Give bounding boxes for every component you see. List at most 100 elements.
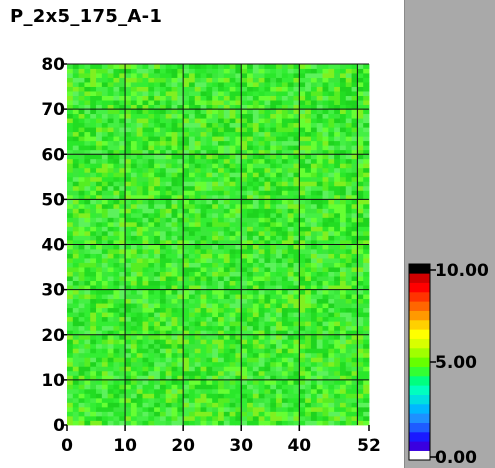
heatmap-cell [241,330,248,336]
heatmap-cell [212,176,219,182]
heatmap-cell [125,185,132,191]
heatmap-cell [171,73,178,78]
heatmap-cell [223,397,231,403]
heatmap-cell [293,73,300,78]
heatmap-cell [287,258,294,263]
heatmap-cell [154,325,161,331]
heatmap-cell [148,131,155,137]
heatmap-cell [218,100,225,106]
heatmap-cell [159,176,167,182]
heatmap-cell [136,230,143,236]
heatmap-cell [142,321,149,327]
heatmap-cell [264,406,271,412]
heatmap-cell [270,253,277,259]
heatmap-cell [78,312,85,318]
heatmap-cell [206,122,213,128]
heatmap-cell [67,343,74,349]
heatmap-cell [357,244,364,250]
heatmap-cell [363,185,370,191]
heatmap-cell [206,253,213,259]
heatmap-cell [241,343,248,349]
heatmap-cell [270,312,277,318]
heatmap-cell [293,253,300,259]
heatmap-cell [322,366,329,372]
heatmap-cell [345,181,352,187]
heatmap-cell [200,154,207,160]
heatmap-cell [113,244,120,250]
heatmap-cell [334,190,341,196]
heatmap-cell [67,325,74,331]
heatmap-cell [334,230,341,236]
heatmap-cell [154,379,161,385]
heatmap-cell [171,190,178,196]
heatmap-cell [107,375,114,381]
heatmap-cell [281,357,289,363]
heatmap-cell [241,406,248,412]
heatmap-cell [328,113,335,119]
heatmap-cell [334,388,341,394]
heatmap-cell [357,415,364,421]
y-tick-label: 10 [41,371,65,391]
heatmap-cell [96,307,103,313]
heatmap-cell [229,95,236,101]
heatmap-cell [287,276,294,281]
heatmap-cell [107,339,114,345]
heatmap-cell [177,244,184,250]
heatmap-cell [316,384,323,390]
heatmap-cell [171,258,178,263]
heatmap-cell [90,199,97,205]
heatmap-cell [310,127,318,133]
heatmap-cell [188,267,196,272]
heatmap-cell [281,316,289,322]
heatmap-cell [235,370,242,376]
heatmap-cell [90,249,97,254]
heatmap-cell [119,212,126,218]
heatmap-cell [223,109,231,115]
heatmap-cell [113,226,120,232]
heatmap-cell [281,321,289,327]
heatmap-cell [247,221,254,227]
heatmap-cell [310,149,318,155]
heatmap-cell [334,249,341,254]
heatmap-cell [171,312,178,318]
heatmap-cell [142,100,149,106]
heatmap-cell [188,325,196,331]
heatmap-cell [241,131,248,137]
heatmap-cell [287,384,294,390]
heatmap-cell [67,131,74,137]
heatmap-cell [264,118,271,124]
heatmap-cell [328,221,335,227]
heatmap-cell [247,384,254,390]
heatmap-cell [357,307,364,313]
heatmap-cell [316,348,323,354]
heatmap-cell [281,334,289,340]
heatmap-cell [96,113,103,119]
heatmap-cell [363,77,370,83]
heatmap-cell [148,384,155,390]
heatmap-cell [96,239,103,245]
heatmap-cell [293,212,300,218]
heatmap-cell [171,194,178,200]
heatmap-cell [252,230,260,236]
heatmap-cell [107,379,114,385]
heatmap-cell [125,348,132,354]
heatmap-cell [119,307,126,313]
heatmap-cell [107,91,114,96]
heatmap-cell [363,357,370,363]
heatmap-cell [328,316,335,322]
heatmap-cell [334,118,341,124]
heatmap-cell [334,86,341,92]
grid-lines [67,63,369,425]
heatmap-cell [136,181,143,187]
heatmap-cell [183,361,190,367]
heatmap-cell [270,158,277,164]
heatmap-cell [310,384,318,390]
heatmap-cell [322,203,329,209]
heatmap-cell [328,140,335,146]
heatmap-cell [328,285,335,291]
heatmap-cell [96,73,103,78]
heatmap-cell [305,230,312,236]
heatmap-cell [188,109,196,115]
heatmap-cell [119,379,126,385]
heatmap-cell [183,388,190,394]
